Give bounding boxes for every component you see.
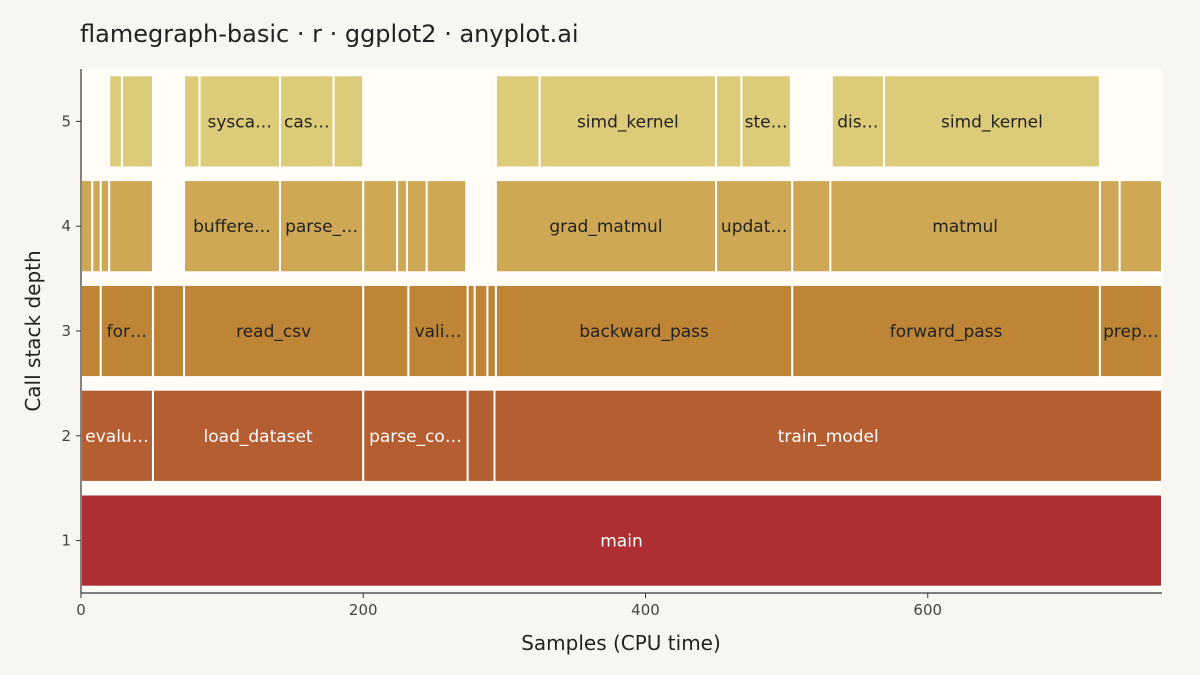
frame-bar[interactable] bbox=[538, 74, 718, 169]
x-tick-label: 600 bbox=[913, 601, 942, 619]
frame-bar[interactable] bbox=[80, 179, 94, 274]
frame-label: prep… bbox=[1103, 322, 1159, 342]
frame-label: sysca… bbox=[207, 112, 272, 132]
frame-bar[interactable] bbox=[493, 388, 1163, 483]
frame-bar[interactable] bbox=[198, 74, 281, 169]
x-tick-label: 200 bbox=[349, 601, 378, 619]
frame-bar[interactable] bbox=[486, 283, 497, 379]
frame-label: dis… bbox=[837, 112, 878, 132]
frame-bar[interactable] bbox=[362, 179, 399, 274]
frame-bar[interactable] bbox=[407, 283, 469, 379]
frame-bar[interactable] bbox=[99, 179, 111, 274]
x-axis-title: Samples (CPU time) bbox=[521, 631, 721, 655]
frame-bar[interactable] bbox=[1118, 179, 1164, 274]
frame-label: load_dataset bbox=[204, 427, 313, 447]
frame-bar[interactable] bbox=[151, 283, 186, 379]
frame-label: simd_kernel bbox=[941, 112, 1043, 132]
frame-bar[interactable] bbox=[278, 179, 365, 274]
y-tick-label: 1 bbox=[61, 532, 71, 550]
y-tick-label: 4 bbox=[61, 217, 71, 235]
frame-bar[interactable] bbox=[715, 179, 794, 274]
axes-group: 0 200 400 600 1 2 3 4 5 bbox=[61, 69, 1162, 619]
frame-label: parse_… bbox=[285, 217, 358, 237]
frame-bar[interactable] bbox=[466, 388, 496, 483]
frame-bar[interactable] bbox=[740, 74, 792, 169]
y-tick-label: 5 bbox=[61, 112, 71, 130]
frame-bar[interactable] bbox=[791, 179, 832, 274]
frame-bar[interactable] bbox=[829, 179, 1101, 274]
frame-bar[interactable] bbox=[183, 179, 281, 274]
frame-bar[interactable] bbox=[466, 283, 476, 379]
frame-bar[interactable] bbox=[108, 74, 123, 169]
frame-bar[interactable] bbox=[80, 283, 102, 379]
frame-label: train_model bbox=[778, 427, 879, 447]
frame-label: simd_kernel bbox=[577, 112, 679, 132]
y-tick-label: 2 bbox=[61, 427, 71, 445]
frame-bar[interactable] bbox=[882, 74, 1101, 169]
frame-bar[interactable] bbox=[425, 179, 468, 274]
frame-label: main bbox=[600, 532, 642, 552]
frame-label: ste… bbox=[745, 112, 788, 132]
frame-bar[interactable] bbox=[120, 74, 154, 169]
frame-bar[interactable] bbox=[715, 74, 743, 169]
frame-bar[interactable] bbox=[1098, 179, 1121, 274]
frame-label: matmul bbox=[932, 217, 998, 237]
frame-label: evalu… bbox=[85, 427, 148, 447]
frame-bar[interactable] bbox=[80, 493, 1163, 588]
frame-bar[interactable] bbox=[473, 283, 489, 379]
frames-group bbox=[80, 74, 1164, 588]
frame-bar[interactable] bbox=[362, 283, 410, 379]
frame-label: backward_pass bbox=[579, 322, 709, 342]
frame-labels-group: main evalu… load_dataset parse_co… train_mod… bbox=[85, 112, 1159, 551]
frame-label: buffere… bbox=[193, 217, 271, 237]
frame-label: cas… bbox=[284, 112, 330, 132]
frame-bar[interactable] bbox=[1098, 283, 1163, 379]
frame-bar[interactable] bbox=[494, 179, 718, 274]
frame-bar[interactable] bbox=[332, 74, 365, 169]
frame-label: for… bbox=[107, 322, 147, 342]
chart-title: flamegraph-basic · r · ggplot2 · anyplot… bbox=[80, 20, 579, 48]
x-tick-label: 400 bbox=[631, 601, 660, 619]
y-tick-label: 3 bbox=[61, 322, 71, 340]
frame-label: forward_pass bbox=[890, 322, 1003, 342]
frame-bar[interactable] bbox=[80, 388, 154, 483]
frame-bar[interactable] bbox=[494, 283, 794, 379]
frame-bar[interactable] bbox=[791, 283, 1101, 379]
x-tick-label: 0 bbox=[76, 601, 86, 619]
frame-bar[interactable] bbox=[99, 283, 154, 379]
frame-bar[interactable] bbox=[396, 179, 408, 274]
frame-label: read_csv bbox=[236, 322, 311, 342]
frame-bar[interactable] bbox=[183, 283, 365, 379]
frame-bar[interactable] bbox=[151, 388, 365, 483]
frame-bar[interactable] bbox=[183, 74, 201, 169]
y-axis-title: Call stack depth bbox=[21, 250, 45, 411]
frame-bar[interactable] bbox=[108, 179, 154, 274]
frame-label: updat… bbox=[721, 217, 787, 237]
frame-bar[interactable] bbox=[494, 74, 541, 169]
frame-bar[interactable] bbox=[362, 388, 469, 483]
frame-bar[interactable] bbox=[91, 179, 102, 274]
frame-bar[interactable] bbox=[405, 179, 428, 274]
frame-label: grad_matmul bbox=[549, 217, 662, 237]
frame-label: parse_co… bbox=[369, 427, 462, 447]
frame-label: vali… bbox=[415, 322, 462, 342]
